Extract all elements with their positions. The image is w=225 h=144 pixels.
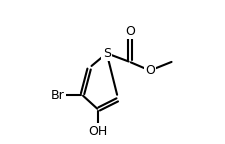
Text: O: O xyxy=(145,64,155,77)
Text: Br: Br xyxy=(51,89,65,102)
Text: S: S xyxy=(103,47,111,60)
Text: OH: OH xyxy=(88,125,108,138)
Text: O: O xyxy=(125,25,135,38)
